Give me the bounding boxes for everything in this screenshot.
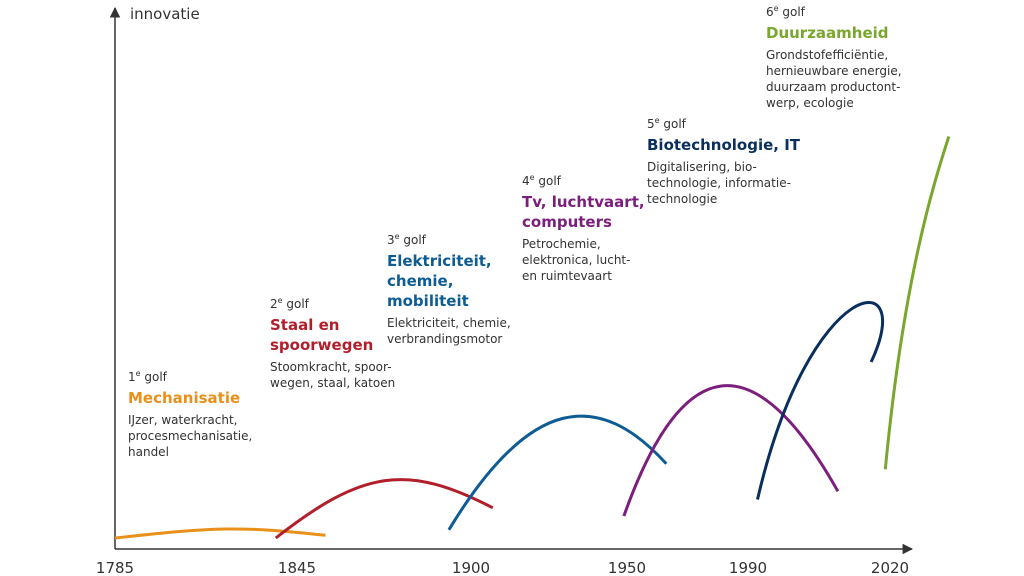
wave-3-title: Elektriciteit, chemie, mobiliteit bbox=[387, 251, 511, 311]
wave-4-description-line: elektronica, lucht- bbox=[522, 253, 631, 267]
wave-3-title-line: Elektriciteit, bbox=[387, 252, 492, 270]
wave-6-title: Duurzaamheid bbox=[766, 23, 902, 43]
wave-3-title-line: chemie, bbox=[387, 272, 454, 290]
x-tick-label: 1785 bbox=[96, 559, 134, 576]
wave-4-title: Tv, luchtvaart, computers bbox=[522, 192, 645, 232]
wave-3-golf-label: 3e golf bbox=[387, 232, 426, 248]
wave-1-description-line: handel bbox=[128, 445, 169, 459]
wave-3-description-line: verbrandingsmotor bbox=[387, 332, 503, 346]
wave-6-description-line: werp, ecologie bbox=[766, 96, 854, 110]
x-tick-label: 1900 bbox=[452, 559, 490, 576]
wave-2-block: 2e golf Staal en spoorwegen Stoomkracht, … bbox=[270, 296, 395, 391]
wave-2-golf-label: 2e golf bbox=[270, 296, 309, 312]
wave-6-description: Grondstofefficiëntie, hernieuwbare energi… bbox=[766, 47, 902, 111]
wave-4-description: Petrochemie, elektronica, lucht-en ruimte… bbox=[522, 236, 645, 284]
wave-2-description: Stoomkracht, spoor-wegen, staal, katoen bbox=[270, 359, 395, 391]
wave-5-title: Biotechnologie, IT bbox=[647, 135, 800, 155]
wave-5-curve bbox=[756, 301, 885, 500]
wave-6-description-line: Grondstofefficiëntie, bbox=[766, 48, 889, 62]
wave-6-golf-label: 6e golf bbox=[766, 4, 805, 20]
wave-1-title-line: Mechanisatie bbox=[128, 389, 241, 407]
wave-4-title-line: computers bbox=[522, 213, 612, 231]
wave-1-curve bbox=[114, 527, 326, 540]
wave-1-block: 1e golf Mechanisatie IJzer, waterkracht,… bbox=[128, 369, 252, 460]
wave-2-title-line: Staal en bbox=[270, 316, 340, 334]
wave-5-description-line: Digitalisering, bio- bbox=[647, 160, 757, 174]
wave-6-description-line: hernieuwbare energie, bbox=[766, 64, 902, 78]
wave-2-curve bbox=[274, 478, 494, 540]
wave-3-description: Elektriciteit, chemie, verbrandingsmotor bbox=[387, 315, 511, 347]
wave-2-description-line: wegen, staal, katoen bbox=[270, 376, 396, 390]
wave-1-title: Mechanisatie bbox=[128, 388, 252, 408]
wave-3-description-line: Elektriciteit, chemie, bbox=[387, 316, 511, 330]
y-axis-label: innovatie bbox=[130, 5, 200, 23]
wave-2-title-line: spoorwegen bbox=[270, 336, 374, 354]
series-lines bbox=[114, 136, 951, 540]
wave-4-description-line: en ruimtevaart bbox=[522, 269, 612, 283]
wave-4-curve bbox=[622, 384, 840, 517]
wave-3-title-line: mobiliteit bbox=[387, 292, 469, 310]
wave-3-block: 3e golf Elektriciteit, chemie, mobiliteit … bbox=[387, 232, 511, 347]
wave-6-description-line: duurzaam productont- bbox=[766, 80, 901, 94]
wave-5-description: Digitalisering, bio-technologie, informa… bbox=[647, 159, 800, 207]
wave-3-curve bbox=[447, 414, 668, 531]
wave-5-block: 5e golf Biotechnologie, IT Digitaliserin… bbox=[647, 116, 800, 207]
x-tick-label: 1950 bbox=[608, 559, 646, 576]
wave-4-title-line: Tv, luchtvaart, bbox=[522, 193, 645, 211]
wave-1-description-line: procesmechanisatie, bbox=[128, 429, 253, 443]
wave-5-golf-label: 5e golf bbox=[647, 116, 686, 132]
x-tick-label: 1990 bbox=[729, 559, 767, 576]
wave-1-description-line: IJzer, waterkracht, bbox=[128, 413, 238, 427]
wave-6-title-line: Duurzaamheid bbox=[766, 24, 889, 42]
wave-6-block: 6e golf Duurzaamheid Grondstofefficiënti… bbox=[766, 4, 902, 111]
wave-4-description-line: Petrochemie, bbox=[522, 237, 601, 251]
x-axis-ticks: 1785 1845 1900 1950 1990 2020 bbox=[96, 559, 909, 576]
wave-1-description: IJzer, waterkracht, procesmechanisatie, ha… bbox=[128, 412, 252, 460]
wave-5-description-line: technologie, informatie- bbox=[647, 176, 791, 190]
wave-1-golf-label: 1e golf bbox=[128, 369, 167, 385]
wave-5-description-line: technologie bbox=[647, 192, 718, 206]
x-tick-label: 2020 bbox=[871, 559, 909, 576]
wave-5-title-line: Biotechnologie, IT bbox=[647, 136, 801, 154]
wave-4-block: 4e golf Tv, luchtvaart, computers Petroch… bbox=[522, 173, 645, 284]
wave-4-golf-label: 4e golf bbox=[522, 173, 561, 189]
wave-2-description-line: Stoomkracht, spoor- bbox=[270, 360, 392, 374]
wave-6-curve bbox=[883, 136, 951, 470]
wave-2-title: Staal en spoorwegen bbox=[270, 315, 395, 355]
x-tick-label: 1845 bbox=[278, 559, 316, 576]
